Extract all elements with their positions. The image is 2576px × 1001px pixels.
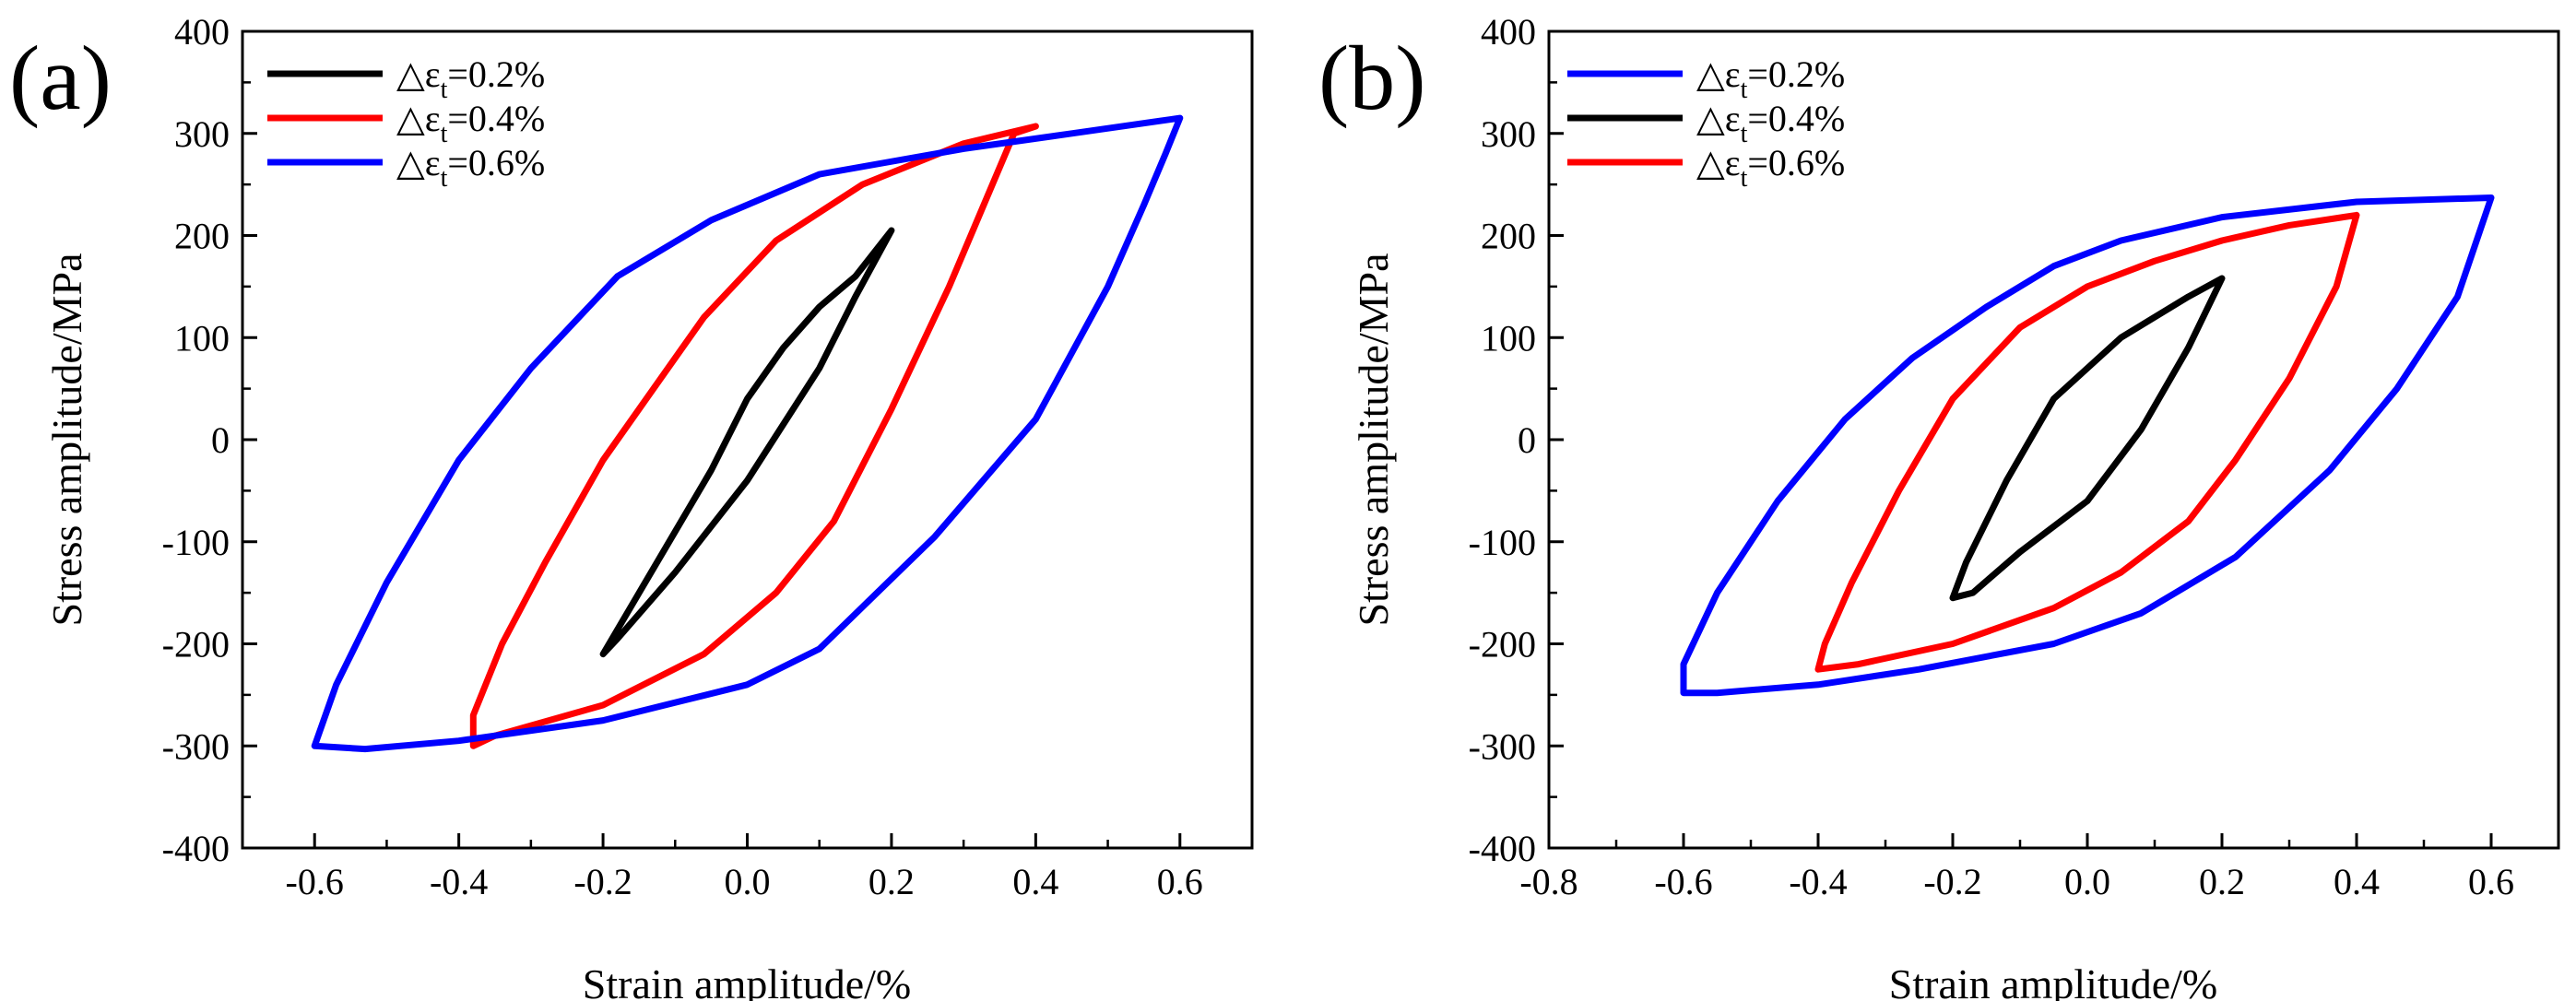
y-tick-label: -200 xyxy=(1469,624,1536,665)
panel-a-series xyxy=(311,114,1184,753)
panel-b-legend: △εt=0.2%△εt=0.4%△εt=0.6% xyxy=(1567,53,1845,193)
panel-a-xlabel: Strain amplitude/% xyxy=(583,960,911,1001)
series-line-3 xyxy=(1814,211,2360,673)
panel-b-ticklabels: -0.8 -0.6 -0.4 -0.2 0.0 0.2 0.4 0.6 -400 -300 -200… xyxy=(1469,11,2514,902)
x-tick-label: 0.6 xyxy=(1157,861,1203,902)
panel-a: (a) -0.6 -0.4 -0.2 0.0 0.2 0.4 0.6 -400 -300 -200… xyxy=(9,11,1254,1001)
x-tick-label: -0.6 xyxy=(1654,861,1712,902)
panel-b-label: (b) xyxy=(1318,27,1426,129)
y-tick-label: 0 xyxy=(1518,419,1536,461)
y-tick-label: -300 xyxy=(1469,725,1536,767)
panel-b-ticks xyxy=(1547,29,2493,850)
panel-a-label: (a) xyxy=(9,27,112,129)
legend-label: △εt=0.2% xyxy=(396,53,545,104)
legend-label: △εt=0.2% xyxy=(1696,53,1845,104)
panel-a-frame xyxy=(241,29,1254,850)
legend-label: △εt=0.6% xyxy=(396,142,545,193)
y-tick-label: 400 xyxy=(1481,11,1536,53)
y-tick-label: 200 xyxy=(174,216,230,257)
x-tick-label: 0.2 xyxy=(2199,861,2245,902)
series-line-2 xyxy=(1949,275,2226,602)
y-tick-label: 0 xyxy=(211,419,230,461)
y-tick-label: -300 xyxy=(162,725,230,767)
y-tick-label: 300 xyxy=(174,113,230,155)
y-tick-label: -200 xyxy=(162,624,230,665)
x-tick-label: -0.8 xyxy=(1519,861,1578,902)
panel-b-ylabel: Stress amplitude/MPa xyxy=(1350,253,1397,626)
legend-label: △εt=0.6% xyxy=(1696,142,1845,193)
x-tick-label: 0.0 xyxy=(725,861,771,902)
x-tick-label: 0.6 xyxy=(2468,861,2514,902)
series-line-2 xyxy=(469,123,1039,749)
panel-b-xlabel: Strain amplitude/% xyxy=(1889,960,2217,1001)
series-line-1 xyxy=(1680,194,2495,697)
series-line-3 xyxy=(311,114,1184,753)
y-tick-label: 100 xyxy=(1481,317,1536,359)
x-tick-label: -0.2 xyxy=(1923,861,1981,902)
y-tick-label: -100 xyxy=(162,522,230,563)
x-tick-label: 0.2 xyxy=(869,861,915,902)
y-tick-label: -400 xyxy=(162,828,230,869)
y-tick-label: 400 xyxy=(174,11,230,53)
x-tick-label: 0.0 xyxy=(2064,861,2110,902)
panel-a-legend: △εt=0.2%△εt=0.4%△εt=0.6% xyxy=(267,53,545,193)
y-tick-label: -100 xyxy=(1469,522,1536,563)
x-tick-label: -0.4 xyxy=(430,861,488,902)
y-tick-label: 300 xyxy=(1481,113,1536,155)
panel-b-series xyxy=(1680,194,2495,697)
x-tick-label: 0.4 xyxy=(2334,861,2380,902)
legend-label: △εt=0.4% xyxy=(396,98,545,148)
y-tick-label: 100 xyxy=(174,317,230,359)
panel-a-ylabel: Stress amplitude/MPa xyxy=(43,253,90,626)
x-tick-label: -0.2 xyxy=(573,861,632,902)
y-tick-label: 200 xyxy=(1481,216,1536,257)
series-line-1 xyxy=(599,227,895,658)
x-tick-label: -0.6 xyxy=(286,861,344,902)
panel-b-frame xyxy=(1547,29,2560,850)
x-tick-label: -0.4 xyxy=(1789,861,1847,902)
panel-a-ticks xyxy=(242,29,1254,850)
x-tick-label: 0.4 xyxy=(1012,861,1058,902)
y-tick-label: -400 xyxy=(1469,828,1536,869)
legend-label: △εt=0.4% xyxy=(1696,98,1845,148)
panel-b: (b) -0.8 -0.6 -0.4 -0.2 0.0 0.2 0.4 0.6 -400 -300… xyxy=(1318,11,2560,1001)
panel-a-ticklabels: -0.6 -0.4 -0.2 0.0 0.2 0.4 0.6 -400 -300 -200 -100… xyxy=(162,11,1203,902)
